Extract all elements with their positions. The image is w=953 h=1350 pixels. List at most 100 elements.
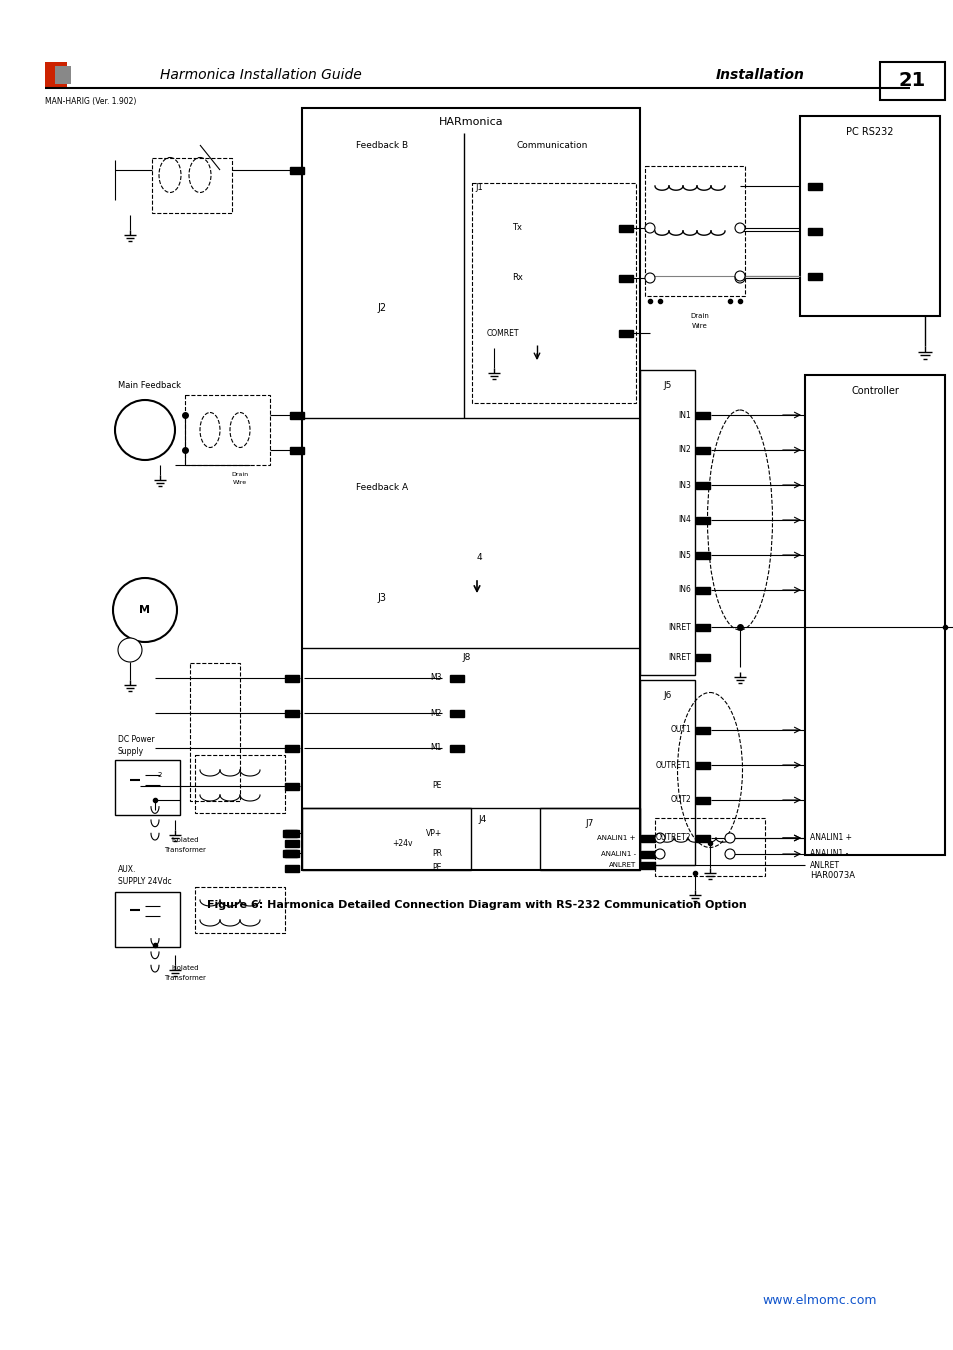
Text: Rx: Rx xyxy=(512,274,522,282)
Text: Wire: Wire xyxy=(691,323,707,329)
Text: AUX.: AUX. xyxy=(118,865,136,875)
Bar xyxy=(285,864,298,872)
Circle shape xyxy=(644,273,655,284)
Bar xyxy=(450,675,463,682)
Text: Controller: Controller xyxy=(850,386,898,396)
Text: ANALIN1 -: ANALIN1 - xyxy=(600,850,636,857)
Bar xyxy=(696,447,709,454)
Bar xyxy=(283,849,296,856)
Text: OUTRET2: OUTRET2 xyxy=(655,833,690,842)
Bar xyxy=(285,710,298,717)
Text: MAN-HARIG (Ver. 1.902): MAN-HARIG (Ver. 1.902) xyxy=(45,97,136,107)
Circle shape xyxy=(734,271,744,281)
Bar xyxy=(285,849,298,856)
Bar xyxy=(639,370,695,675)
Text: ANALIN1 -: ANALIN1 - xyxy=(809,849,847,859)
Text: Wire: Wire xyxy=(233,481,247,486)
Bar xyxy=(190,663,240,801)
Bar xyxy=(290,412,304,418)
Text: Tx: Tx xyxy=(512,224,521,232)
Bar xyxy=(285,675,298,682)
Bar xyxy=(618,329,633,336)
Bar xyxy=(644,166,744,296)
Text: ANLRET: ANLRET xyxy=(608,863,636,868)
Text: J1: J1 xyxy=(475,184,482,193)
Text: 21: 21 xyxy=(898,72,924,90)
Bar xyxy=(185,396,270,464)
Text: J6: J6 xyxy=(662,690,671,699)
Bar xyxy=(283,829,296,837)
Text: J5: J5 xyxy=(662,381,671,390)
Text: ANALIN1 +: ANALIN1 + xyxy=(809,833,851,842)
Bar xyxy=(696,412,709,418)
Text: J2: J2 xyxy=(377,302,386,313)
Bar xyxy=(194,887,285,933)
Circle shape xyxy=(112,578,177,643)
Text: IN1: IN1 xyxy=(678,410,690,420)
Bar xyxy=(290,166,304,174)
Text: IN2: IN2 xyxy=(678,446,690,455)
Text: 2: 2 xyxy=(158,772,162,778)
Bar xyxy=(804,375,944,855)
Bar xyxy=(655,818,764,876)
Bar xyxy=(285,783,298,790)
Bar xyxy=(450,710,463,717)
Text: INRET: INRET xyxy=(667,622,690,632)
Text: IN6: IN6 xyxy=(678,586,690,594)
Text: Isolated: Isolated xyxy=(172,837,198,842)
Text: 4: 4 xyxy=(476,554,482,563)
Text: VP+: VP+ xyxy=(425,829,441,837)
Circle shape xyxy=(724,849,734,859)
Text: M1: M1 xyxy=(430,744,441,752)
Text: Installation: Installation xyxy=(715,68,803,82)
Text: COMRET: COMRET xyxy=(486,328,519,338)
Bar xyxy=(640,861,655,868)
Text: SUPPLY 24Vdc: SUPPLY 24Vdc xyxy=(118,878,172,887)
Text: PR: PR xyxy=(432,849,441,857)
Bar xyxy=(194,755,285,813)
Text: OUT1: OUT1 xyxy=(670,725,690,734)
Bar xyxy=(800,116,939,316)
Bar xyxy=(618,274,633,282)
Bar xyxy=(55,66,71,84)
Text: Transformer: Transformer xyxy=(164,975,206,981)
Text: M2: M2 xyxy=(430,709,441,717)
Text: IN4: IN4 xyxy=(678,516,690,525)
Text: OUT2: OUT2 xyxy=(670,795,690,805)
Circle shape xyxy=(644,223,655,234)
Bar xyxy=(807,182,821,189)
Bar xyxy=(639,680,695,865)
Bar xyxy=(115,760,180,815)
Circle shape xyxy=(115,400,174,460)
Bar xyxy=(640,850,655,857)
Bar xyxy=(696,552,709,559)
Text: J3: J3 xyxy=(377,593,386,603)
Bar xyxy=(696,517,709,524)
Circle shape xyxy=(655,849,664,859)
Text: Feedback B: Feedback B xyxy=(355,142,408,150)
Bar xyxy=(152,158,232,213)
Bar xyxy=(285,829,298,837)
Bar xyxy=(450,744,463,752)
Bar xyxy=(618,224,633,231)
Bar xyxy=(472,184,636,404)
Text: DC Power: DC Power xyxy=(118,736,154,744)
Text: Isolated: Isolated xyxy=(172,965,198,971)
Bar xyxy=(115,892,180,946)
Circle shape xyxy=(655,833,664,842)
Text: J8: J8 xyxy=(462,653,471,663)
Text: OUTRET1: OUTRET1 xyxy=(655,760,690,770)
Text: www.elmomc.com: www.elmomc.com xyxy=(762,1293,877,1307)
Text: PE: PE xyxy=(432,864,441,872)
Text: ANLRET: ANLRET xyxy=(809,860,840,869)
Bar xyxy=(696,482,709,489)
Text: HAR0073A: HAR0073A xyxy=(809,871,854,879)
Text: ANALIN1 +: ANALIN1 + xyxy=(597,836,636,841)
Text: IN3: IN3 xyxy=(678,481,690,490)
Bar xyxy=(539,809,639,869)
Text: Feedback A: Feedback A xyxy=(355,483,408,493)
Text: PC RS232: PC RS232 xyxy=(845,127,893,136)
Bar xyxy=(696,586,709,594)
Text: J4: J4 xyxy=(478,815,487,825)
Bar xyxy=(290,447,304,454)
